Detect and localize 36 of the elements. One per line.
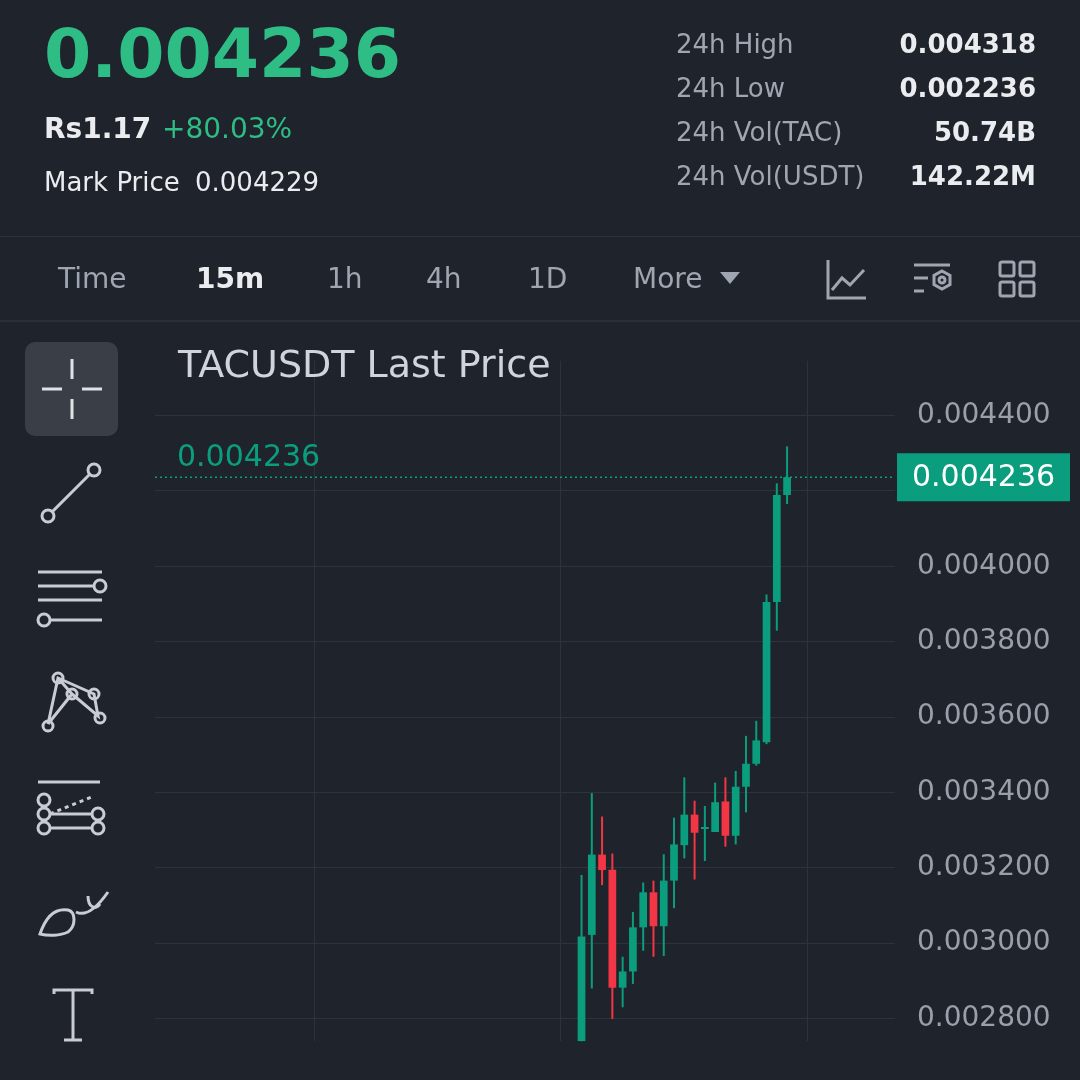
y-tick-label: 0.003800 xyxy=(917,622,1051,656)
chart-title: TACUSDT Last Price xyxy=(178,342,551,386)
y-tick-label: 0.003000 xyxy=(917,924,1051,958)
candlestick xyxy=(690,799,699,881)
text: 142.22M xyxy=(909,161,1036,191)
y-tick-label: 0.004400 xyxy=(917,396,1051,430)
text: Rs1.17 xyxy=(44,112,152,145)
text: 4h xyxy=(426,262,462,295)
text: 24h Vol(USDT) xyxy=(676,161,865,191)
text: 0.002236 xyxy=(899,73,1036,103)
text: Time xyxy=(58,262,127,295)
y-tick-label: 0.003600 xyxy=(917,698,1051,732)
text: +80.03% xyxy=(162,112,293,145)
candlestick xyxy=(598,815,606,887)
candlestick xyxy=(742,734,750,814)
text: 1D xyxy=(528,262,568,295)
text: 24h Vol(TAC) xyxy=(676,117,843,147)
text: 1h xyxy=(327,262,363,295)
text: 15m xyxy=(196,262,265,295)
text: 0.004236 xyxy=(44,14,402,93)
y-tick-label: 0.003400 xyxy=(917,773,1051,807)
ref-line-label: 0.004236 xyxy=(177,438,321,474)
y-tick-label: 0.002800 xyxy=(917,999,1051,1033)
candlestick xyxy=(701,804,709,863)
text: More xyxy=(633,262,703,295)
text: 0.004236 xyxy=(911,458,1056,494)
text: 0.004318 xyxy=(899,29,1036,59)
candlestick xyxy=(752,719,761,767)
text: 24h High xyxy=(676,29,794,59)
candlestick xyxy=(618,955,627,1009)
text: 24h Low xyxy=(676,73,786,103)
text: 0.004229 xyxy=(195,167,320,197)
y-tick-label: 0.003200 xyxy=(917,849,1051,883)
text: 50.74B xyxy=(933,117,1036,147)
text: Mark Price xyxy=(44,167,180,197)
y-tick-label: 0.004000 xyxy=(917,547,1051,581)
